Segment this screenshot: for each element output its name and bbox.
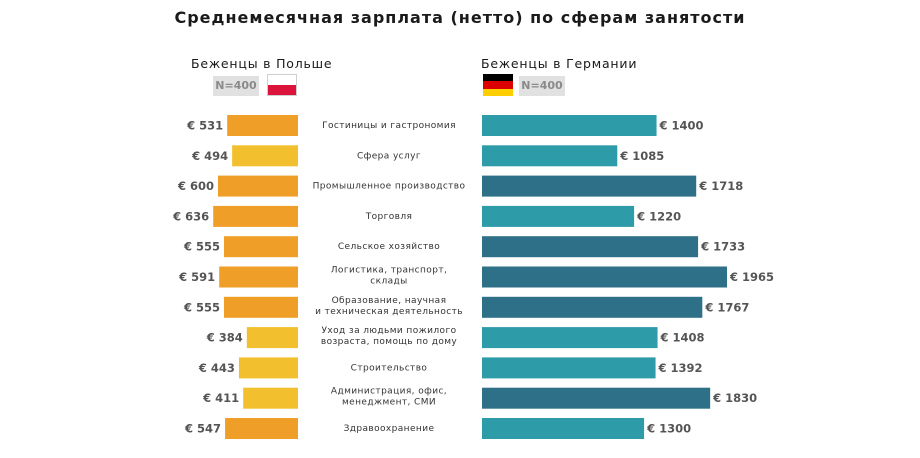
poland-bar — [213, 205, 298, 227]
category-label: склады — [370, 277, 407, 287]
category-label: Логистика, транспорт, — [331, 266, 447, 276]
category-label: менеджмент, СМИ — [342, 398, 436, 408]
germany-bar — [482, 418, 645, 439]
category-label: Уход за людьми пожилого — [322, 326, 457, 336]
germany-flag-black-stripe — [483, 74, 513, 82]
poland-bar — [227, 115, 298, 136]
poland-bar-value-label: € 600 — [177, 179, 214, 193]
germany-bar — [482, 387, 711, 409]
poland-bar-value-label: € 547 — [184, 422, 221, 436]
category-label: Администрация, офис, — [331, 387, 447, 397]
germany-bar-value-label: € 1965 — [729, 270, 774, 284]
germany-bar — [482, 175, 697, 197]
poland-bar — [246, 327, 298, 349]
poland-bar — [225, 418, 298, 439]
poland-bar-value-label: € 411 — [202, 391, 239, 405]
poland-bar — [224, 236, 298, 258]
germany-bar-value-label: € 1830 — [712, 391, 757, 405]
poland-bar — [232, 145, 298, 167]
germany-bar-value-label: € 1220 — [636, 209, 681, 223]
germany-bar — [482, 266, 727, 288]
category-label: Строительство — [351, 363, 428, 373]
germany-bar-value-label: € 1400 — [659, 119, 704, 133]
poland-bar-value-label: € 555 — [183, 300, 220, 314]
poland-bar-value-label: € 443 — [198, 361, 235, 375]
germany-flag-gold-stripe — [483, 88, 513, 96]
germany-bar — [482, 327, 658, 349]
germany-bar-value-label: € 1392 — [658, 361, 703, 375]
poland-flag-white-stripe — [268, 75, 296, 85]
poland-flag-icon — [267, 74, 297, 96]
germany-bar-value-label: € 1733 — [700, 240, 745, 254]
poland-bar-value-label: € 555 — [183, 240, 220, 254]
germany-flag-icon — [483, 74, 513, 96]
chart-title: Среднемесячная зарплата (нетто) по сфера… — [174, 8, 746, 27]
category-label: и техническая деятельность — [315, 307, 463, 317]
germany-bar — [482, 357, 656, 379]
poland-bar-value-label: € 384 — [206, 331, 243, 345]
poland-bar — [243, 387, 298, 409]
poland-bar — [219, 266, 298, 288]
germany-bar — [482, 145, 618, 167]
category-label: Торговля — [365, 212, 413, 222]
category-label: возраста, помощь по дому — [321, 337, 458, 347]
germany-flag-red-stripe — [483, 81, 513, 89]
poland-sample-size-badge: N=400 — [213, 76, 259, 96]
germany-bar — [482, 296, 703, 318]
poland-bar-value-label: € 531 — [186, 119, 223, 133]
germany-bar — [482, 236, 699, 258]
poland-bar — [218, 175, 298, 197]
germany-sample-size-badge: N=400 — [519, 76, 565, 96]
germany-bar-value-label: € 1767 — [704, 300, 749, 314]
category-label: Сфера услуг — [357, 151, 421, 161]
germany-bar-value-label: € 1085 — [619, 149, 664, 163]
germany-series-header: Беженцы в Германии — [481, 56, 638, 71]
poland-bar-value-label: € 494 — [191, 149, 228, 163]
poland-bar — [238, 357, 298, 379]
poland-flag-red-stripe — [268, 85, 296, 95]
germany-bar-value-label: € 1408 — [660, 331, 705, 345]
category-label: Промышленное производство — [313, 182, 466, 192]
category-label: Здравоохранение — [344, 424, 435, 434]
poland-bar-value-label: € 591 — [178, 270, 215, 284]
germany-bar — [482, 115, 657, 136]
germany-bar-value-label: € 1718 — [698, 179, 743, 193]
germany-bar-value-label: € 1300 — [646, 422, 691, 436]
category-label: Гостиницы и гастрономия — [322, 121, 456, 131]
category-label: Сельское хозяйство — [338, 242, 440, 252]
category-label: Образование, научная — [332, 296, 447, 306]
germany-bar — [482, 205, 635, 227]
poland-bar — [224, 296, 298, 318]
poland-bar-value-label: € 636 — [172, 209, 209, 223]
poland-series-header: Беженцы в Польше — [191, 56, 333, 71]
